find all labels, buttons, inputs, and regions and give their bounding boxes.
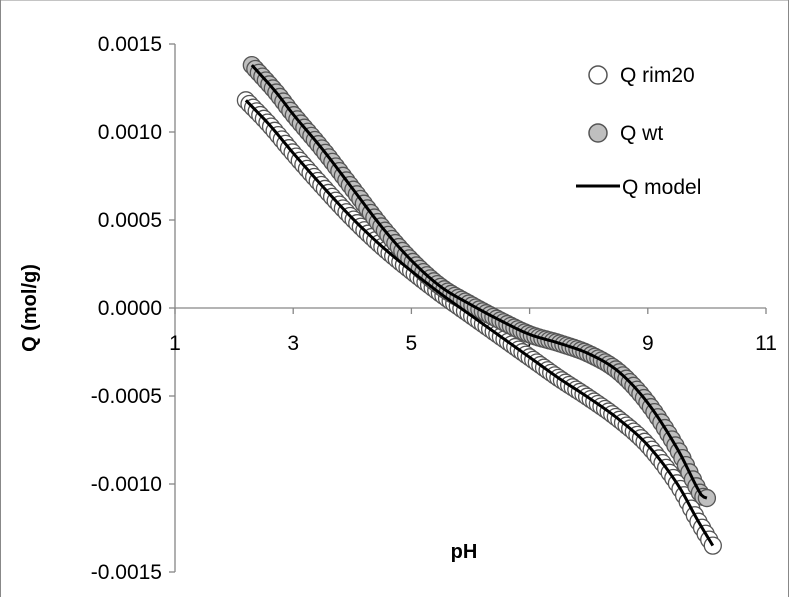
x-tick-label: 3: [287, 332, 299, 355]
legend-marker-q-rim20: [588, 65, 608, 85]
legend-label-q-rim20: Q rim20: [620, 64, 695, 87]
y-tick-label: -0.0005: [91, 385, 162, 408]
y-tick-label: -0.0015: [91, 561, 162, 584]
x-tick-label: 5: [406, 332, 418, 355]
y-axis-title: Q (mol/g): [19, 264, 41, 352]
y-tick-label: 0.0015: [98, 33, 162, 56]
y-tick-label: 0.0010: [98, 121, 162, 144]
model-curve-2: [250, 64, 708, 500]
y-tick-label: 0.0000: [98, 297, 162, 320]
x-tick-label: 1: [169, 332, 181, 355]
x-tick-label: 11: [755, 332, 777, 355]
x-tick-label: 9: [642, 332, 654, 355]
model-curve-1: [244, 99, 715, 547]
legend-marker-q-wt: [588, 123, 608, 143]
y-tick-label: -0.0010: [91, 473, 162, 496]
model-curves: [244, 64, 715, 547]
axes: 0.0015 0.0010 0.0005 0.0000 -0.0005 -0.0010 -0…: [91, 33, 777, 584]
y-tick-label: 0.0005: [98, 209, 162, 232]
legend: Q rim20 Q wt Q model: [576, 64, 701, 199]
legend-label-q-model: Q model: [622, 176, 701, 199]
x-axis-title: pH: [451, 541, 478, 563]
legend-label-q-wt: Q wt: [620, 122, 663, 145]
